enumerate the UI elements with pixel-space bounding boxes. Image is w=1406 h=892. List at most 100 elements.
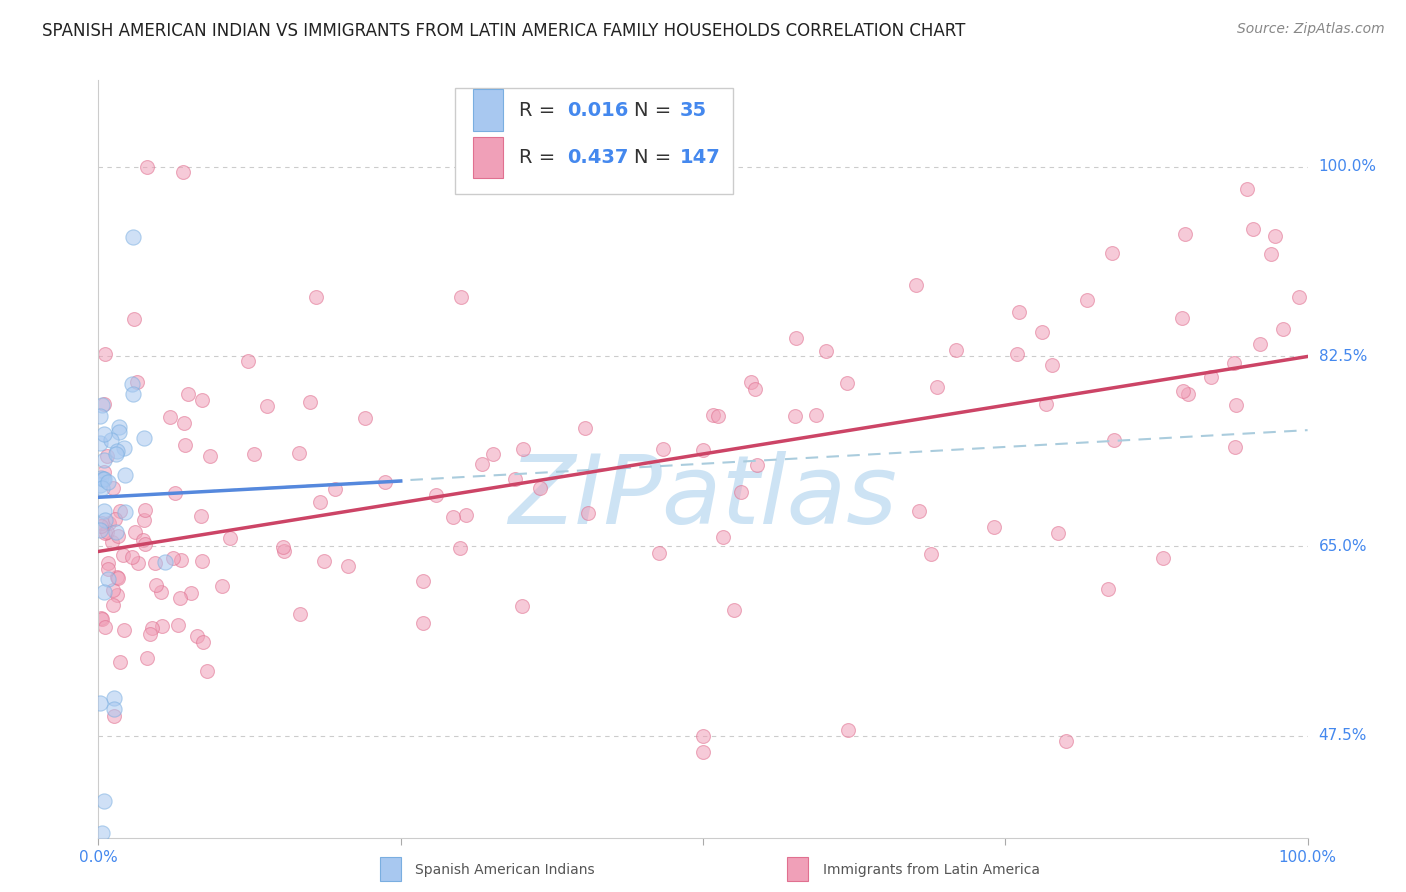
Point (150, 619, 173, 633)
Point (837, 723, 859, 738)
Point (450, 290, 472, 304)
Point (1223, 356, 1246, 370)
Point (191, 392, 214, 407)
Point (94, 347, 117, 361)
Point (574, 420, 596, 434)
Point (107, 529, 129, 543)
Point (96, 562, 118, 576)
Point (744, 382, 766, 396)
Point (139, 627, 162, 641)
Point (745, 458, 768, 472)
Point (153, 555, 176, 569)
Point (195, 664, 218, 678)
Point (134, 503, 156, 517)
Point (1249, 336, 1271, 351)
Point (169, 591, 191, 605)
Point (305, 290, 328, 304)
Point (93, 465, 115, 479)
Point (90, 519, 112, 533)
Point (309, 495, 332, 509)
Point (200, 449, 222, 463)
Point (93, 427, 115, 442)
Point (1177, 387, 1199, 401)
Point (288, 446, 311, 460)
Point (1288, 290, 1310, 304)
Point (90, 516, 112, 531)
Point (1225, 398, 1247, 412)
Point (1153, 551, 1175, 566)
Point (105, 444, 128, 458)
Point (908, 503, 931, 517)
Point (108, 420, 131, 434)
Point (1040, 359, 1063, 373)
Point (93, 794, 115, 808)
Point (945, 343, 967, 357)
Point (711, 530, 734, 544)
Point (98, 516, 121, 530)
Point (90, 610, 112, 624)
Text: N =: N = (634, 148, 678, 167)
Point (93, 471, 115, 485)
Point (373, 475, 395, 489)
Point (1272, 322, 1295, 336)
Point (162, 551, 184, 566)
Point (93, 397, 115, 411)
Text: 47.5%: 47.5% (1319, 728, 1367, 743)
Point (93, 585, 115, 599)
Point (1171, 311, 1194, 326)
Point (132, 431, 155, 445)
Point (482, 446, 505, 460)
Point (112, 623, 135, 637)
Point (647, 546, 669, 560)
Point (299, 395, 322, 409)
Point (425, 487, 447, 501)
Point (1035, 397, 1057, 411)
Point (692, 729, 714, 743)
Point (1174, 227, 1197, 242)
Point (121, 549, 143, 564)
Point (101, 599, 124, 613)
Point (314, 554, 336, 568)
Point (441, 510, 464, 524)
Point (236, 354, 259, 368)
Point (91, 472, 114, 486)
Point (243, 447, 266, 461)
Point (101, 535, 124, 549)
Point (1173, 384, 1195, 399)
Point (271, 541, 294, 555)
Text: Spanish American Indians: Spanish American Indians (415, 863, 595, 877)
Point (135, 160, 157, 174)
Point (110, 504, 132, 518)
Point (97, 475, 120, 490)
Point (97, 572, 120, 586)
Point (94, 513, 117, 527)
Text: Immigrants from Latin America: Immigrants from Latin America (823, 863, 1039, 877)
Text: 100.0%: 100.0% (1319, 160, 1376, 175)
Point (927, 380, 949, 394)
Point (273, 543, 295, 558)
Point (1223, 440, 1246, 454)
Point (104, 511, 127, 525)
Point (174, 437, 197, 451)
Point (1031, 325, 1053, 339)
Point (107, 570, 129, 584)
Point (1046, 525, 1069, 540)
Point (740, 375, 762, 389)
Text: 0.437: 0.437 (568, 148, 628, 167)
Point (112, 441, 135, 455)
Point (1243, 222, 1265, 236)
Point (449, 541, 471, 555)
Point (131, 533, 153, 548)
Point (702, 408, 724, 422)
Point (122, 230, 145, 244)
Point (89, 436, 111, 450)
Point (114, 505, 136, 519)
Point (141, 621, 163, 635)
Point (804, 409, 827, 423)
Point (692, 442, 714, 457)
Point (89, 696, 111, 710)
Text: 65.0%: 65.0% (1319, 539, 1367, 554)
Point (180, 586, 202, 600)
Point (166, 618, 188, 632)
Point (91, 398, 114, 412)
